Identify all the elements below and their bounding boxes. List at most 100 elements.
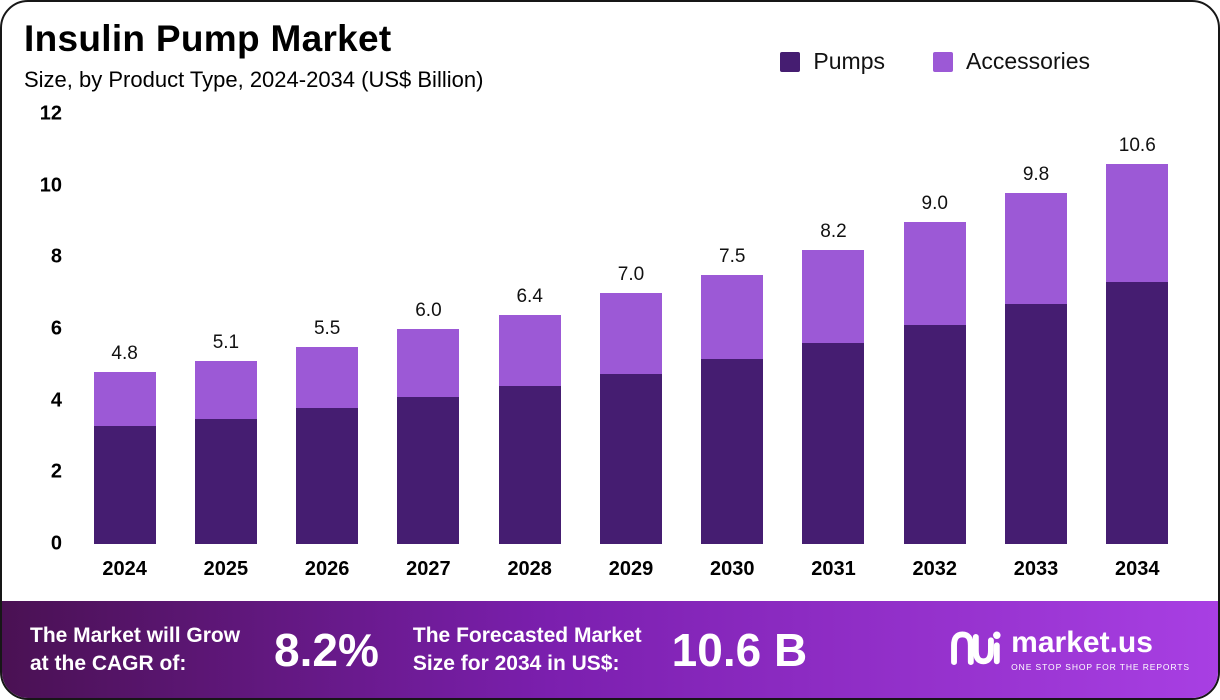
bar-segment-accessories: [397, 329, 460, 398]
legend-item-pumps: Pumps: [780, 48, 885, 75]
bar-segment-pumps: [903, 325, 966, 544]
bar-segment-pumps: [93, 425, 156, 544]
brand-name: market.us: [1011, 625, 1153, 659]
bar-column-2032: 9.0: [884, 114, 985, 544]
bar-total-label: 4.8: [111, 343, 138, 364]
bar-segment-pumps: [599, 373, 662, 544]
x-tick-label: 2029: [608, 558, 654, 580]
bar-column-2031: 8.2: [783, 114, 884, 544]
bar-column-2028: 6.4: [479, 114, 580, 544]
x-tick-label: 2033: [1013, 558, 1059, 580]
x-tick-label: 2034: [1115, 558, 1160, 580]
bar-total-label: 6.0: [415, 300, 442, 322]
x-tick-label: 2026: [304, 558, 350, 580]
legend-item-accessories: Accessories: [933, 48, 1090, 75]
bar-stack-2031: [802, 250, 865, 544]
bar-segment-accessories: [498, 314, 561, 387]
x-tick-label: 2027: [406, 558, 451, 580]
market-us-logo-icon: [949, 626, 1001, 673]
bar-total-label: 9.8: [1022, 163, 1050, 185]
bar-segment-pumps: [1005, 303, 1068, 544]
x-axis-labels: 2024 2025 2026 2027 2028 2029 2030 2031 2032 2033…: [74, 558, 1188, 581]
bar-segment-pumps: [397, 397, 460, 544]
bar-segment-accessories: [194, 361, 257, 419]
page-subtitle: Size, by Product Type, 2024-2034 (US$ Bi…: [24, 67, 484, 92]
bar-stack-2029: [599, 293, 662, 544]
plot-area: 4.8 5.1 5.5 6.0 6.4 7.0 7.5 8.2 9.0 9.8 10.6 2024 2…: [74, 114, 1188, 581]
bar-total-label: 7.0: [617, 264, 645, 286]
bar-total-label: 10.6: [1118, 135, 1156, 157]
bar-stack-2027: [397, 329, 460, 544]
bar-column-2033: 9.8: [985, 114, 1086, 544]
bar-stack-2030: [701, 275, 764, 544]
cagr-value: 8.2%: [274, 623, 379, 676]
x-tick-label: 2028: [507, 558, 552, 580]
chart-legend: Pumps Accessories: [780, 48, 1090, 75]
forecast-label: The Forecasted Market Size for 2034 in U…: [413, 622, 642, 677]
chart: 0 2 4 6 8 10 12 4.8 5.1 5.5 6.0 6.4 7.0 7.5 8.2 9.0 9.8…: [28, 103, 1188, 581]
bar-column-2030: 7.5: [682, 114, 783, 544]
y-tick-label: 10: [39, 174, 62, 197]
bar-total-label: 6.4: [516, 285, 543, 307]
bar-segment-pumps: [296, 407, 359, 544]
legend-swatch: [933, 51, 954, 72]
x-tick-label: 2030: [709, 558, 755, 580]
bar-segment-accessories: [93, 372, 156, 426]
bar-segment-pumps: [498, 386, 561, 544]
bar-segment-pumps: [802, 343, 865, 544]
bar-column-2024: 4.8: [74, 114, 175, 544]
bar-segment-accessories: [802, 250, 865, 344]
legend-swatch: [780, 51, 801, 72]
bar-stack-2028: [498, 314, 561, 544]
y-tick-label: 2: [50, 460, 62, 483]
y-tick-label: 8: [50, 245, 62, 268]
bar-segment-pumps: [1106, 282, 1169, 544]
cagr-label: The Market will Grow at the CAGR of:: [30, 622, 240, 677]
header: Insulin Pump Market Size, by Product Typ…: [24, 18, 483, 93]
y-tick-label: 12: [39, 102, 62, 125]
forecast-label-line2: Size for 2034 in US$:: [412, 651, 620, 675]
y-tick-label: 6: [50, 317, 62, 340]
bar-stack-2026: [296, 346, 359, 544]
forecast-label-line1: The Forecasted Market: [412, 624, 642, 648]
bar-stack-2032: [903, 221, 966, 544]
forecast-value: 10.6 B: [671, 623, 808, 676]
y-tick-label: 0: [50, 532, 62, 555]
bar-total-label: 7.5: [719, 246, 746, 268]
bar-segment-accessories: [1106, 164, 1169, 283]
legend-label: Pumps: [813, 48, 886, 74]
y-axis: 0 2 4 6 8 10 12: [28, 103, 74, 555]
brand-tagline: ONE STOP SHOP FOR THE REPORTS: [1011, 661, 1190, 672]
bar-stack-2024: [93, 372, 156, 544]
footer-banner: The Market will Grow at the CAGR of: 8.2…: [2, 601, 1218, 698]
bar-column-2027: 6.0: [378, 114, 479, 544]
bar-segment-accessories: [599, 293, 662, 374]
bar-segment-accessories: [1005, 192, 1068, 304]
x-tick-label: 2031: [811, 558, 856, 580]
bar-total-label: 5.5: [313, 317, 341, 339]
bar-segment-pumps: [194, 418, 257, 544]
bar-total-label: 9.0: [921, 192, 948, 214]
bar-segment-accessories: [701, 275, 764, 360]
page-title: Insulin Pump Market: [24, 18, 392, 59]
x-tick-label: 2024: [102, 558, 147, 580]
bar-stack-2034: [1106, 164, 1169, 544]
bar-segment-pumps: [701, 359, 764, 544]
bar-column-2025: 5.1: [175, 114, 276, 544]
bar-segment-accessories: [903, 221, 966, 326]
cagr-label-line1: The Market will Grow: [30, 624, 241, 648]
cagr-label-line2: at the CAGR of:: [30, 651, 187, 675]
bar-column-2026: 5.5: [277, 114, 378, 544]
bar-column-2034: 10.6: [1087, 114, 1188, 544]
x-tick-label: 2032: [912, 558, 958, 580]
bar-stack-2033: [1005, 192, 1068, 544]
bars-row: 4.8 5.1 5.5 6.0 6.4 7.0 7.5 8.2 9.0 9.8 10.6: [74, 114, 1188, 544]
y-tick-label: 4: [50, 389, 62, 412]
x-tick-label: 2025: [203, 558, 249, 580]
brand-logo: market.us ONE STOP SHOP FOR THE REPORTS: [949, 626, 1190, 673]
bar-total-label: 8.2: [820, 221, 847, 243]
bar-column-2029: 7.0: [580, 114, 681, 544]
bar-stack-2025: [194, 361, 257, 544]
bar-segment-accessories: [296, 346, 359, 408]
